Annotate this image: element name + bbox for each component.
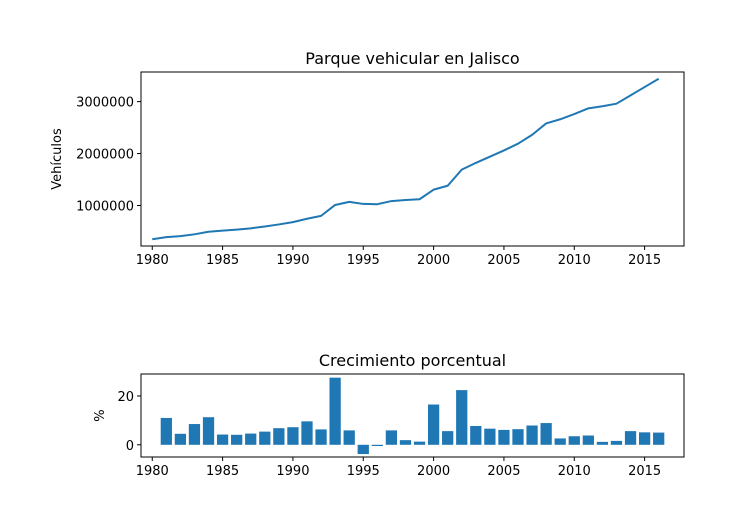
bar-1981 xyxy=(160,417,172,445)
x-tick-label-1995: 1995 xyxy=(347,253,380,268)
x-tick-label-1990: 1990 xyxy=(276,253,309,268)
bar-2008 xyxy=(540,423,552,445)
y-tick-label-3000000: 3000000 xyxy=(76,96,134,111)
bar-1987 xyxy=(245,433,257,445)
x-tick-label-1985: 1985 xyxy=(206,464,239,479)
x-tick-label-2015: 2015 xyxy=(628,253,661,268)
x-tick-label-2000: 2000 xyxy=(417,464,450,479)
bar-2010 xyxy=(568,436,580,445)
x-tick-label-2000: 2000 xyxy=(417,253,450,268)
y-tick-label-2000000: 2000000 xyxy=(76,148,134,163)
bar-2006 xyxy=(512,429,524,445)
x-tick-label-1980: 1980 xyxy=(136,253,169,268)
bar-1991 xyxy=(301,421,313,445)
bar-1994 xyxy=(343,430,355,445)
y-axis-label: % xyxy=(93,409,108,421)
series-line xyxy=(152,77,660,241)
chart-title: Parque vehicular en Jalisco xyxy=(305,49,519,68)
chart-title: Crecimiento porcentual xyxy=(319,351,506,370)
bar-2012 xyxy=(596,441,609,445)
bar-1992 xyxy=(315,429,327,445)
bar-2003 xyxy=(470,425,482,445)
bar-1995 xyxy=(357,444,369,455)
bar-1999 xyxy=(413,441,426,445)
bar-2013 xyxy=(610,440,623,445)
x-tick-label-2005: 2005 xyxy=(487,464,520,479)
x-tick-label-1980: 1980 xyxy=(136,464,169,479)
plot-frame xyxy=(140,71,685,247)
line-chart-panel: 1980 1985 1990 1995 2000 2005 2010 2015 1000000 2… xyxy=(50,49,685,268)
x-tick-label-1995: 1995 xyxy=(347,464,380,479)
x-tick-label-2010: 2010 xyxy=(558,464,591,479)
bar-1984 xyxy=(202,417,215,445)
bar-1982 xyxy=(174,433,187,445)
x-tick-label-1990: 1990 xyxy=(276,464,309,479)
bar-2002 xyxy=(456,390,468,445)
bar-2001 xyxy=(442,431,454,445)
y-tick-label-1000000: 1000000 xyxy=(76,199,134,214)
bar-1998 xyxy=(399,440,412,445)
x-tick-label-2010: 2010 xyxy=(558,253,591,268)
bar-2005 xyxy=(498,429,510,445)
bar-2015 xyxy=(638,432,651,445)
bar-1986 xyxy=(231,434,243,445)
y-tick-label-20: 20 xyxy=(117,390,134,405)
bar-2016 xyxy=(653,432,665,445)
x-tick-label-1985: 1985 xyxy=(206,253,239,268)
bar-1993 xyxy=(329,377,341,445)
bar-2000 xyxy=(427,404,440,445)
bar-1988 xyxy=(259,431,271,445)
y-tick-label-0: 0 xyxy=(126,439,134,454)
bar-2004 xyxy=(484,428,496,445)
bar-1990 xyxy=(287,427,299,445)
bar-1996 xyxy=(371,444,383,447)
plot-frame xyxy=(140,373,685,458)
bar-2014 xyxy=(624,431,637,445)
bar-chart-panel: 1980 1985 1990 1995 2000 2005 2010 2015 0 20 Creci… xyxy=(93,351,685,479)
bar-1989 xyxy=(273,428,285,445)
y-axis-label: Vehículos xyxy=(50,128,65,190)
bar-2011 xyxy=(582,435,594,445)
x-tick-label-2005: 2005 xyxy=(487,253,520,268)
x-tick-label-2015: 2015 xyxy=(628,464,661,479)
bar-1985 xyxy=(216,434,229,445)
bar-2009 xyxy=(554,438,566,445)
bar-2007 xyxy=(526,425,538,445)
bar-1983 xyxy=(188,424,201,445)
bar-1997 xyxy=(385,430,398,445)
